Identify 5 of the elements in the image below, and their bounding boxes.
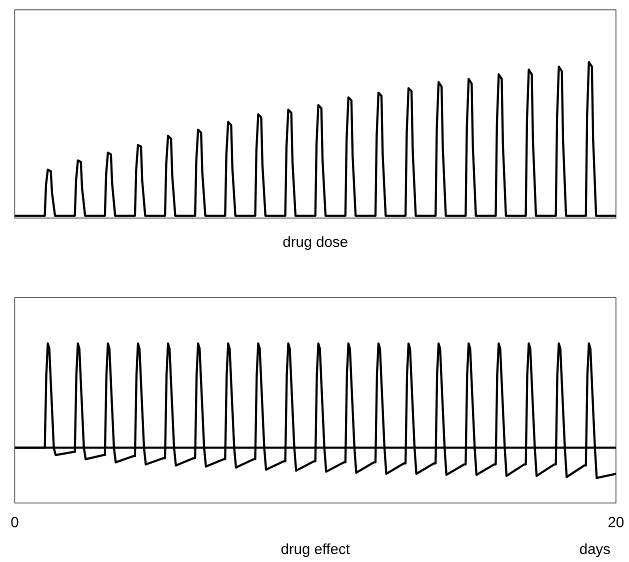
x-axis-title: drug dose <box>283 236 348 250</box>
x-tick-label: 20 <box>608 516 624 528</box>
text: days <box>580 543 610 558</box>
x-tick-label: 0 <box>11 516 18 528</box>
x-axis-title: drug effect <box>281 543 350 558</box>
